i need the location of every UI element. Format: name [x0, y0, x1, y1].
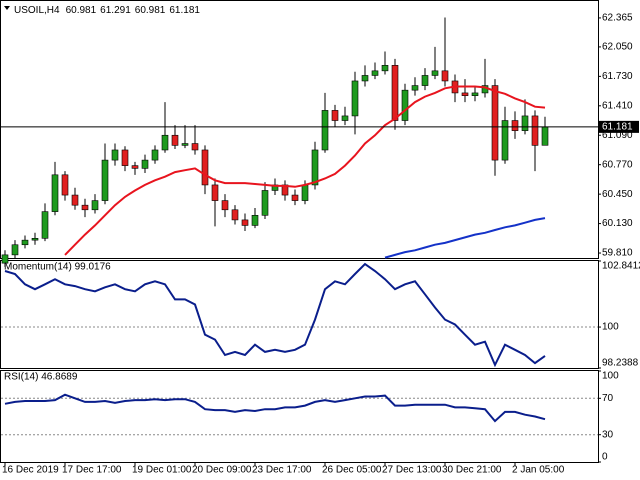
candle-body: [201, 149, 209, 186]
x-tick-label: 2 Jan 05:00: [512, 465, 565, 476]
y-tick-label: 100: [602, 371, 619, 382]
y-tick-label: 70: [602, 393, 614, 404]
candle-body: [381, 65, 389, 72]
candle-body: [251, 215, 259, 226]
candle-body: [141, 159, 149, 169]
y-tick-label: 61.410: [602, 100, 633, 111]
y-tick-label: 62.365: [602, 13, 633, 24]
candle-body: [191, 143, 199, 151]
y-tick-label: 61.090: [602, 130, 633, 141]
candle-body: [491, 85, 499, 161]
candle-body: [1, 254, 9, 264]
x-tick-label: 26 Dec 05:00: [322, 465, 382, 476]
candle-body: [161, 134, 169, 151]
indicator-line: [4, 393, 546, 423]
candle-body: [21, 239, 29, 246]
rsi-panel: [0, 370, 599, 463]
candle-body: [91, 200, 99, 211]
chart-title: USOIL,H4 60.981 61.291 60.981 61.181: [14, 5, 200, 16]
candle-body: [211, 184, 219, 201]
indicator-title: Momentum(14) 99.0176: [4, 262, 111, 273]
candle-body: [11, 244, 19, 256]
last-price-label: 61.181: [602, 122, 633, 133]
ohlc-value: 61.181: [169, 5, 200, 16]
x-tick-label: 17 Dec 17:00: [62, 465, 122, 476]
candle-body: [171, 134, 179, 146]
candle-body: [421, 75, 429, 86]
symbol: USOIL,H4: [14, 5, 60, 16]
candle-body: [41, 211, 49, 239]
candle-body: [501, 120, 509, 161]
x-tick-label: 23 Dec 17:00: [252, 465, 312, 476]
candle-body: [101, 159, 109, 201]
candle-body: [301, 184, 309, 201]
candle-body: [31, 238, 39, 241]
candle-body: [471, 92, 479, 96]
indicator-line: [4, 262, 546, 368]
candle-body: [441, 70, 449, 82]
candle-body: [401, 89, 409, 121]
indicator-title: RSI(14) 46.8689: [4, 372, 78, 383]
x-tick-label: 16 Dec 2019: [2, 465, 59, 476]
candle-body: [361, 75, 369, 82]
candle-body: [121, 149, 129, 166]
candle-body: [321, 110, 329, 151]
y-tick-label: 0: [602, 452, 608, 463]
candle-body: [411, 85, 419, 91]
candle-body: [291, 194, 299, 201]
candle-body: [351, 80, 359, 117]
ohlc-value: 60.981: [135, 5, 166, 16]
candle-body: [511, 120, 519, 131]
moving-average: [64, 85, 546, 256]
y-tick-label: 60.770: [602, 159, 633, 170]
candle-body: [261, 190, 269, 216]
y-tick-label: 59.810: [602, 248, 633, 259]
candle-body: [181, 143, 189, 146]
x-tick-label: 30 Dec 21:00: [442, 465, 502, 476]
x-tick-label: 27 Dec 13:00: [382, 465, 442, 476]
candle-body: [151, 149, 159, 161]
y-tick-label: 98.2388: [602, 358, 639, 369]
candle-body: [131, 165, 139, 169]
candle-body: [341, 115, 349, 121]
candle-body: [221, 200, 229, 211]
ohlc-value: 60.981: [66, 5, 97, 16]
candle-body: [311, 149, 319, 186]
candle-body: [461, 92, 469, 96]
y-tick-label: 60.130: [602, 218, 633, 229]
y-tick-label: 102.8412: [602, 261, 640, 272]
y-tick-label: 100: [602, 322, 619, 333]
x-tick-label: 19 Dec 01:00: [132, 465, 192, 476]
candle-body: [371, 70, 379, 76]
menu-arrow: [4, 6, 10, 10]
candle-body: [81, 204, 89, 211]
candle-body: [111, 149, 119, 161]
candle-body: [241, 219, 249, 226]
candle-body: [71, 194, 79, 206]
candle-body: [391, 65, 399, 121]
y-tick-label: 60.450: [602, 189, 633, 200]
candle-body: [231, 209, 239, 221]
momentum-panel: [0, 260, 599, 369]
candle-body: [51, 174, 59, 212]
moving-average: [384, 217, 546, 259]
price-panel: [0, 0, 599, 259]
candle-body: [521, 115, 529, 131]
ohlc-value: 61.291: [100, 5, 131, 16]
last-price-box: [599, 120, 639, 133]
candle-body: [531, 115, 539, 146]
y-tick-label: 61.730: [602, 71, 633, 82]
y-tick-label: 30: [602, 429, 614, 440]
candle-body: [331, 110, 339, 121]
candle-body: [541, 126, 549, 146]
y-tick-label: 62.050: [602, 42, 633, 53]
candle-body: [431, 70, 439, 76]
candle-body: [61, 174, 69, 196]
x-tick-label: 20 Dec 09:00: [192, 465, 252, 476]
